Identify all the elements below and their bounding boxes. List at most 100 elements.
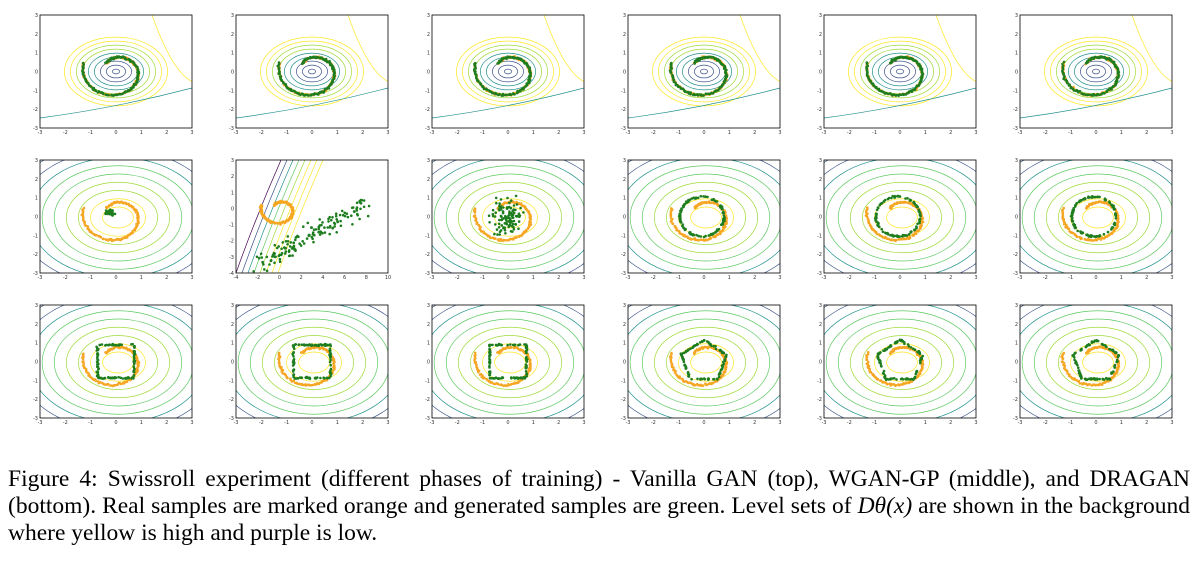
generated-sample (515, 203, 519, 206)
real-sample (1080, 382, 1084, 385)
y-tick-label: -1 (425, 378, 430, 384)
x-tick-label: 1 (1120, 130, 1123, 136)
generated-sample (132, 365, 136, 368)
panel-frame (235, 304, 389, 419)
generated-sample (509, 207, 513, 210)
generated-sample (897, 235, 901, 238)
real-sample (505, 201, 509, 205)
real-sample (1107, 380, 1110, 383)
x-tick-label: 3 (974, 130, 977, 136)
generated-sample (329, 375, 332, 378)
generated-sample (333, 222, 337, 226)
level-set-contour (64, 36, 168, 107)
generated-sample (497, 343, 500, 347)
level-set-contour (261, 326, 367, 399)
real-sample (278, 364, 281, 368)
generated-sample (687, 375, 691, 378)
generated-sample (132, 345, 136, 349)
generated-sample (704, 195, 707, 198)
x-tick-label: 1 (924, 420, 927, 426)
generated-sample (1112, 222, 1116, 226)
generated-sample (329, 369, 332, 372)
generated-sample (876, 88, 880, 91)
generated-sample (322, 377, 326, 380)
panel-frame (823, 159, 977, 274)
generated-sample (329, 372, 332, 375)
y-tick-label: 1 (231, 51, 234, 57)
y-tick-label: -2 (621, 252, 626, 258)
real-sample (526, 227, 530, 230)
level-set-contour (259, 160, 306, 273)
generated-sample (273, 243, 277, 247)
x-tick-label: 0 (310, 420, 313, 426)
generated-sample (721, 223, 724, 226)
generated-sample (913, 376, 916, 380)
generated-sample (1086, 233, 1089, 237)
generated-sample (700, 377, 704, 381)
generated-sample (685, 200, 688, 203)
generated-sample (329, 363, 333, 367)
generated-sample (1114, 351, 1117, 355)
x-tick-label: 0 (898, 130, 901, 136)
real-sample (675, 228, 678, 232)
generated-sample (280, 247, 283, 251)
generated-sample (892, 234, 895, 238)
x-tick-label: -2 (847, 130, 852, 136)
generated-sample (525, 375, 528, 378)
level-set-contour (347, 15, 388, 82)
generated-sample (1108, 347, 1111, 351)
generated-sample (684, 364, 687, 368)
real-sample (277, 357, 280, 361)
generated-sample (1108, 200, 1111, 203)
y-tick-label: 3 (231, 158, 234, 164)
generated-sample (488, 366, 491, 369)
generated-sample (259, 252, 263, 256)
y-tick-label: 2 (819, 32, 822, 38)
level-set-contour (90, 343, 146, 382)
generated-sample (670, 61, 673, 65)
real-sample (1114, 355, 1118, 359)
y-tick-label: -3 (621, 416, 626, 422)
generated-sample (278, 70, 281, 73)
x-tick-label: 2 (753, 130, 756, 136)
y-tick-label: 1 (427, 51, 430, 57)
y-tick-label: 0 (231, 206, 234, 212)
generated-sample (1111, 226, 1115, 229)
generated-sample (328, 343, 331, 347)
contour-group (628, 160, 780, 273)
level-set-contour (1068, 52, 1124, 91)
panel-background (40, 160, 192, 273)
generated-sample (333, 225, 337, 228)
generated-sample (96, 374, 99, 377)
generated-sample (701, 94, 705, 97)
generated-sample (1090, 195, 1094, 199)
generated-sample (277, 245, 281, 248)
real-sample (83, 223, 87, 227)
generated-sample (514, 194, 518, 198)
y-tick-label: -2 (425, 252, 430, 258)
generated-sample (305, 375, 309, 379)
y-tick-label: 2 (427, 177, 430, 183)
generated-sample (340, 209, 344, 213)
y-tick-label: -1 (817, 88, 822, 94)
generated-sample (721, 364, 725, 367)
y-tick-label: 2 (427, 322, 430, 328)
generated-sample (320, 223, 323, 227)
generated-sample (263, 268, 266, 271)
x-tick-label: -2 (651, 420, 656, 426)
level-set-contour (41, 310, 192, 415)
real-sample (81, 360, 84, 364)
level-set-contour (666, 335, 746, 390)
generated-sample (899, 339, 903, 343)
x-tick-label: -3 (822, 275, 827, 281)
generated-sample (500, 376, 504, 380)
level-set-contour (468, 44, 548, 99)
generated-sample (499, 229, 503, 232)
generated-sample (678, 217, 682, 220)
level-set-contour (470, 335, 550, 390)
generated-sample (96, 348, 100, 352)
generated-sample (671, 73, 674, 77)
